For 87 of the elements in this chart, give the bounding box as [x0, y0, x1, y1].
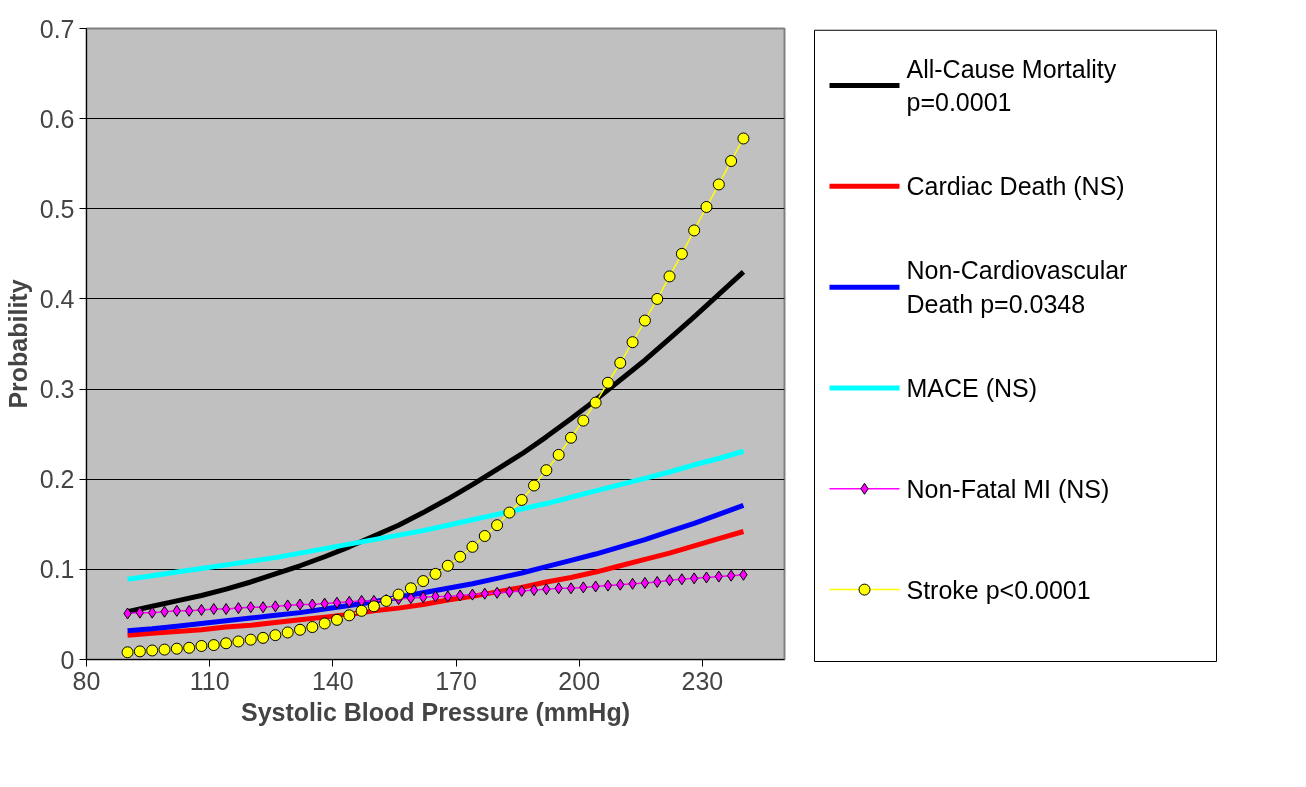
point [503, 506, 516, 519]
point [404, 582, 417, 595]
x-tick-label: 80 [72, 666, 101, 695]
x-axis-title: Systolic Blood Pressure (mmHg) [241, 697, 630, 726]
point [244, 633, 257, 646]
point [257, 631, 270, 644]
point [478, 530, 491, 542]
point [491, 519, 504, 532]
point [466, 540, 479, 553]
point [737, 132, 750, 145]
point [146, 644, 159, 657]
point [638, 314, 651, 327]
x-tick-label: 110 [189, 666, 230, 695]
point [207, 639, 220, 652]
point [392, 588, 405, 601]
point [712, 178, 725, 191]
point [651, 292, 664, 305]
point [269, 629, 282, 642]
point [725, 155, 738, 167]
y-tick-label: 0.3 [39, 375, 75, 404]
point [330, 613, 343, 626]
legend-label: Cardiac Death (NS) [906, 172, 1125, 201]
y-tick-label: 0.2 [39, 465, 75, 494]
legend-label: All-Cause Mortality p=0.0001 [906, 54, 1117, 117]
point [367, 600, 380, 613]
point [306, 621, 319, 634]
point [135, 606, 145, 619]
point [258, 601, 268, 614]
x-tick-label: 170 [435, 666, 477, 695]
point [700, 200, 713, 213]
point [688, 224, 701, 237]
point [515, 493, 528, 506]
point [577, 414, 590, 427]
point [429, 567, 442, 580]
point [677, 573, 687, 586]
x-tick-label: 230 [681, 666, 724, 695]
point [552, 448, 565, 461]
point [133, 645, 146, 658]
y-tick-label: 0 [60, 645, 75, 674]
point [170, 642, 183, 655]
point [675, 247, 688, 260]
point [454, 550, 467, 563]
point [640, 576, 650, 589]
x-tick-label: 140 [312, 666, 354, 695]
y-tick-label: 0.6 [39, 104, 75, 133]
point [603, 579, 613, 592]
legend-label: Non-Cardiovascular Death p=0.0348 [906, 256, 1128, 318]
point [183, 641, 196, 654]
point [417, 575, 430, 588]
point [528, 479, 541, 492]
point [614, 356, 627, 369]
point [406, 592, 416, 605]
point [232, 635, 245, 648]
y-tick-label: 0.1 [39, 555, 75, 584]
point [295, 598, 305, 611]
point [663, 270, 676, 283]
y-axis-title: Probability [3, 279, 32, 409]
legend-label: Non-Fatal MI (NS) [906, 474, 1110, 503]
y-tick-label: 0.5 [39, 194, 75, 223]
point [281, 626, 294, 639]
legend-label: Stroke p<0.0001 [906, 575, 1091, 604]
point [220, 637, 233, 650]
point [318, 617, 331, 630]
point [158, 643, 171, 656]
point [195, 639, 208, 652]
point [626, 336, 639, 349]
point [441, 559, 454, 572]
point [492, 586, 502, 599]
point [566, 582, 576, 595]
point [540, 464, 553, 477]
point [601, 376, 614, 389]
point [221, 603, 231, 616]
point [121, 646, 134, 659]
point [589, 396, 602, 409]
legend-label: MACE (NS) [906, 373, 1038, 402]
point [184, 604, 194, 617]
point [564, 431, 577, 444]
point [294, 623, 307, 636]
x-tick-label: 200 [558, 666, 601, 695]
point [355, 604, 368, 617]
y-tick-label: 0.7 [39, 14, 75, 43]
point [529, 584, 539, 597]
point [343, 609, 356, 622]
point [455, 589, 465, 602]
y-tick-label: 0.4 [39, 284, 75, 313]
point [332, 596, 342, 609]
point [726, 569, 736, 582]
